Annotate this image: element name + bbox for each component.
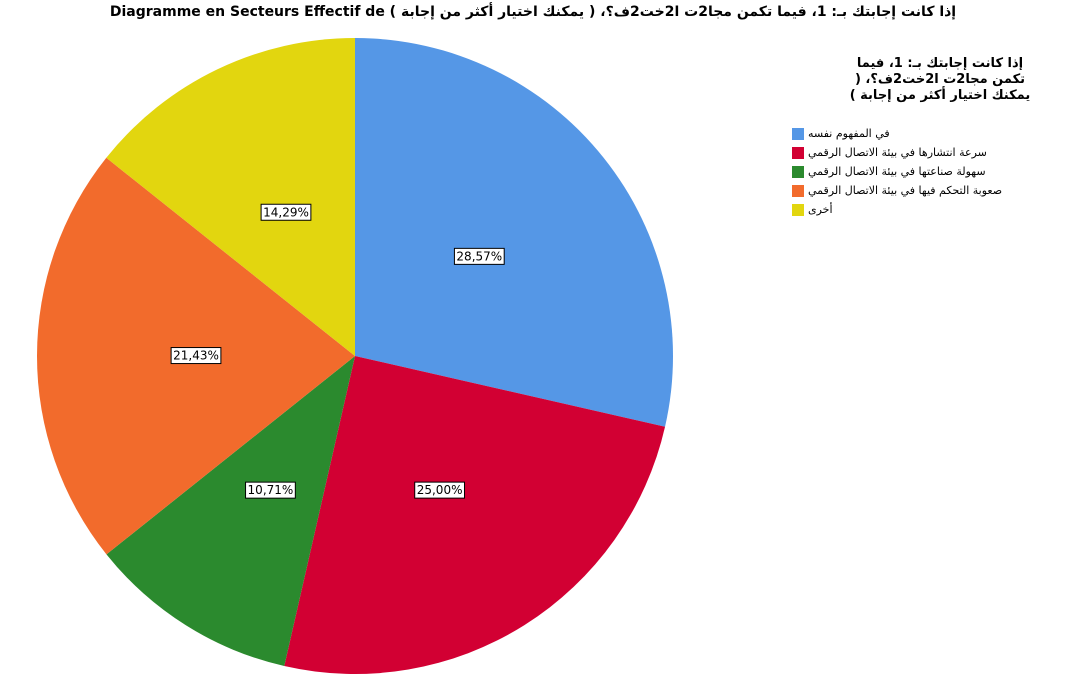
data-label: 25,00% (417, 483, 463, 497)
legend-swatch (792, 184, 804, 197)
data-label: 28,57% (456, 249, 502, 263)
data-label: 14,29% (263, 205, 309, 219)
legend-label: سرعة انتشارها في بيئة الاتصال الرقمي (808, 146, 987, 159)
label-box (260, 203, 312, 221)
legend-label: في المفهوم نفسه (808, 127, 890, 140)
label-box (245, 481, 296, 499)
legend-swatch (792, 127, 804, 140)
legend-item: أخرى (792, 200, 1002, 219)
pie-slice (106, 38, 355, 356)
label-box (453, 247, 505, 265)
label-box (170, 347, 222, 365)
legend-swatch (792, 146, 804, 159)
legend-label: أخرى (808, 203, 833, 216)
pie-slice (284, 356, 666, 674)
legend-label: سهولة صناعتها في بيئة الاتصال الرقمي (808, 165, 986, 178)
pie-slice (106, 356, 355, 667)
legend: في المفهوم نفسه سرعة انتشارها في بيئة الا… (792, 124, 1002, 219)
chart-title: Diagramme en Secteurs Effectif de ( إذا … (109, 4, 957, 20)
pie-slice (355, 38, 673, 427)
legend-item: في المفهوم نفسه (792, 124, 1002, 143)
legend-item: سرعة انتشارها في بيئة الاتصال الرقمي (792, 143, 1002, 162)
legend-item: سهولة صناعتها في بيئة الاتصال الرقمي (792, 162, 1002, 181)
legend-label: صعوبة التحكم فيها في بيئة الاتصال الرقمي (808, 184, 1003, 197)
legend-title: إذا كانت إجابتك بـ: 1، فيما تكمن مجا2ت ا… (849, 56, 1031, 103)
chart: 28,57% 25,00% 10,71% 21,43% 14,29% (37, 38, 673, 674)
legend-item: صعوبة التحكم فيها في بيئة الاتصال الرقمي (792, 181, 1002, 200)
data-label: 21,43% (173, 349, 219, 363)
legend-swatch (792, 165, 804, 178)
legend-swatch (792, 203, 804, 216)
label-box (414, 481, 465, 499)
data-label: 10,71% (248, 483, 294, 497)
